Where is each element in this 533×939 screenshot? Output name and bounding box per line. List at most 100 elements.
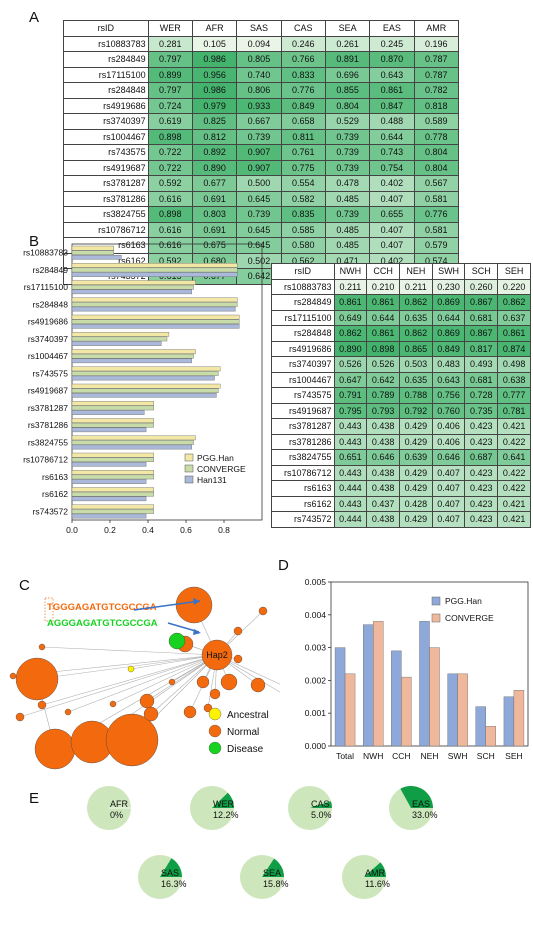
frequency-cell: 0.797: [147, 51, 193, 68]
legend-swatch: [431, 613, 441, 623]
frequency-cell: 0.407: [431, 495, 466, 512]
rsid-cell: rs17115100: [271, 309, 335, 326]
frequency-cell: 0.833: [280, 66, 326, 83]
network-node: [64, 708, 72, 716]
frequency-cell: 0.644: [431, 309, 466, 326]
arrow-head: [193, 598, 200, 605]
frequency-cell: 0.619: [147, 113, 193, 130]
frequency-cell: 0.677: [191, 175, 238, 192]
bar-han131: [71, 392, 217, 398]
network-edge: [67, 654, 218, 713]
pie-percent: 5.0%: [311, 810, 332, 820]
network-node: [168, 632, 186, 650]
frequency-cell: 0.658: [280, 113, 326, 130]
network-node: [15, 657, 59, 701]
category-label: NWH: [363, 751, 383, 761]
table-row: rs284849 0.861 0.861 0.862 0.869 0.867 0.862: [271, 294, 531, 311]
column-header-cas: CAS: [280, 20, 326, 37]
frequency-cell: 0.646: [431, 449, 466, 466]
network-node: [127, 665, 135, 673]
frequency-cell: 0.722: [147, 144, 193, 161]
rsid-cell: rs1004467: [271, 371, 335, 388]
frequency-cell: 0.793: [366, 402, 400, 419]
bar-pgg-han: [334, 647, 346, 747]
legend-swatch: [208, 707, 222, 721]
legend-label: Han131: [197, 475, 227, 485]
category-label: rs743575: [33, 368, 69, 378]
frequency-cell: 0.407: [431, 480, 466, 497]
frequency-cell: 0.529: [324, 113, 371, 130]
bar-han131: [71, 358, 192, 364]
bar-han131: [71, 289, 192, 295]
network-node: [105, 713, 159, 767]
panel-label-c: C: [19, 577, 30, 594]
network-node: [139, 693, 155, 709]
frequency-cell: 0.485: [324, 221, 371, 238]
bar-converge: [429, 647, 440, 747]
frequency-cell: 0.407: [431, 511, 466, 528]
category-label: SEH: [505, 751, 522, 761]
table-row: rs743572 0.444 0.438 0.429 0.407 0.423 0.421: [271, 511, 531, 528]
bar-han131: [71, 341, 162, 346]
frequency-cell: 0.867: [464, 325, 499, 342]
table-header-row: rsID WER AFR SAS CAS SEA EAS AMR: [63, 20, 460, 37]
table-row: rs10883783 0.211 0.210 0.211 0.230 0.260 0.220: [271, 278, 531, 295]
frequency-table-han-regions: rsID NWH CCH NEH SWH SCH SEH rs10883783 0.211 0.…: [271, 263, 531, 528]
frequency-cell: 0.639: [398, 449, 433, 466]
column-header-sas: SAS: [236, 20, 282, 37]
frequency-cell: 0.423: [464, 495, 499, 512]
table-row: rs10786712 0.443 0.438 0.429 0.407 0.423 0.422: [271, 464, 531, 481]
network-node: [233, 626, 243, 636]
bar-pgg-han: [71, 487, 154, 492]
bar-pgg-han: [475, 706, 486, 747]
panel-label-e: E: [29, 790, 40, 807]
frequency-cell: 0.766: [280, 51, 326, 68]
bar-pgg-han: [71, 263, 238, 268]
table-row: rs3824755 0.651 0.646 0.639 0.646 0.687 0.641: [271, 449, 531, 466]
frequency-cell: 0.642: [366, 371, 400, 388]
frequency-cell: 0.444: [333, 511, 368, 528]
network-edge: [36, 654, 218, 680]
frequency-cell: 0.855: [324, 82, 371, 99]
rsid-cell: rs10883783: [63, 35, 149, 52]
column-header-afr: AFR: [191, 20, 238, 37]
frequency-cell: 0.861: [369, 82, 415, 99]
category-label: rs17115100: [24, 282, 69, 292]
network-node: [38, 643, 46, 651]
bar-converge: [71, 405, 154, 411]
frequency-cell: 0.825: [191, 113, 238, 130]
frequency-cell: 0.722: [147, 159, 193, 176]
bar-pgg-han: [71, 314, 240, 320]
frequency-cell: 0.818: [413, 97, 460, 114]
column-header-cch: CCH: [366, 263, 400, 280]
frequency-cell: 0.483: [431, 356, 466, 373]
frequency-cell: 0.641: [497, 449, 531, 466]
frequency-cell: 0.500: [236, 175, 282, 192]
frequency-cell: 0.647: [333, 371, 368, 388]
frequency-cell: 0.739: [324, 144, 371, 161]
pie-slice: [262, 858, 284, 877]
frequency-cell: 0.792: [398, 402, 433, 419]
bar-converge: [71, 440, 194, 445]
table-row: rs3740397 0.526 0.526 0.503 0.483 0.493 0.498: [271, 356, 531, 373]
bar-pgg-han: [363, 624, 374, 747]
rsid-cell: rs3740397: [63, 113, 149, 130]
frequency-cell: 0.862: [497, 294, 531, 311]
x-tick-label: 0.0: [66, 525, 78, 535]
category-label: rs6163: [42, 472, 68, 482]
frequency-cell: 0.979: [191, 97, 238, 114]
frequency-cell: 0.429: [398, 511, 433, 528]
pie-label: AFR: [110, 799, 129, 809]
bar-pgg-han: [71, 297, 238, 303]
pie-label: CAS: [311, 799, 330, 809]
network-node: [183, 705, 197, 719]
table-row: rs3781287 0.592 0.677 0.500 0.554 0.478 0.402 0…: [63, 175, 460, 192]
frequency-cell: 0.407: [369, 190, 415, 207]
frequency-cell: 0.760: [431, 402, 466, 419]
x-tick-label: 0.6: [180, 525, 192, 535]
network-node: [143, 706, 159, 722]
table-row: rs3781287 0.443 0.438 0.429 0.406 0.423 0.421: [271, 418, 531, 435]
category-label: rs3740397: [28, 334, 68, 344]
bar-pgg-han: [71, 470, 154, 475]
frequency-cell: 0.776: [280, 82, 326, 99]
